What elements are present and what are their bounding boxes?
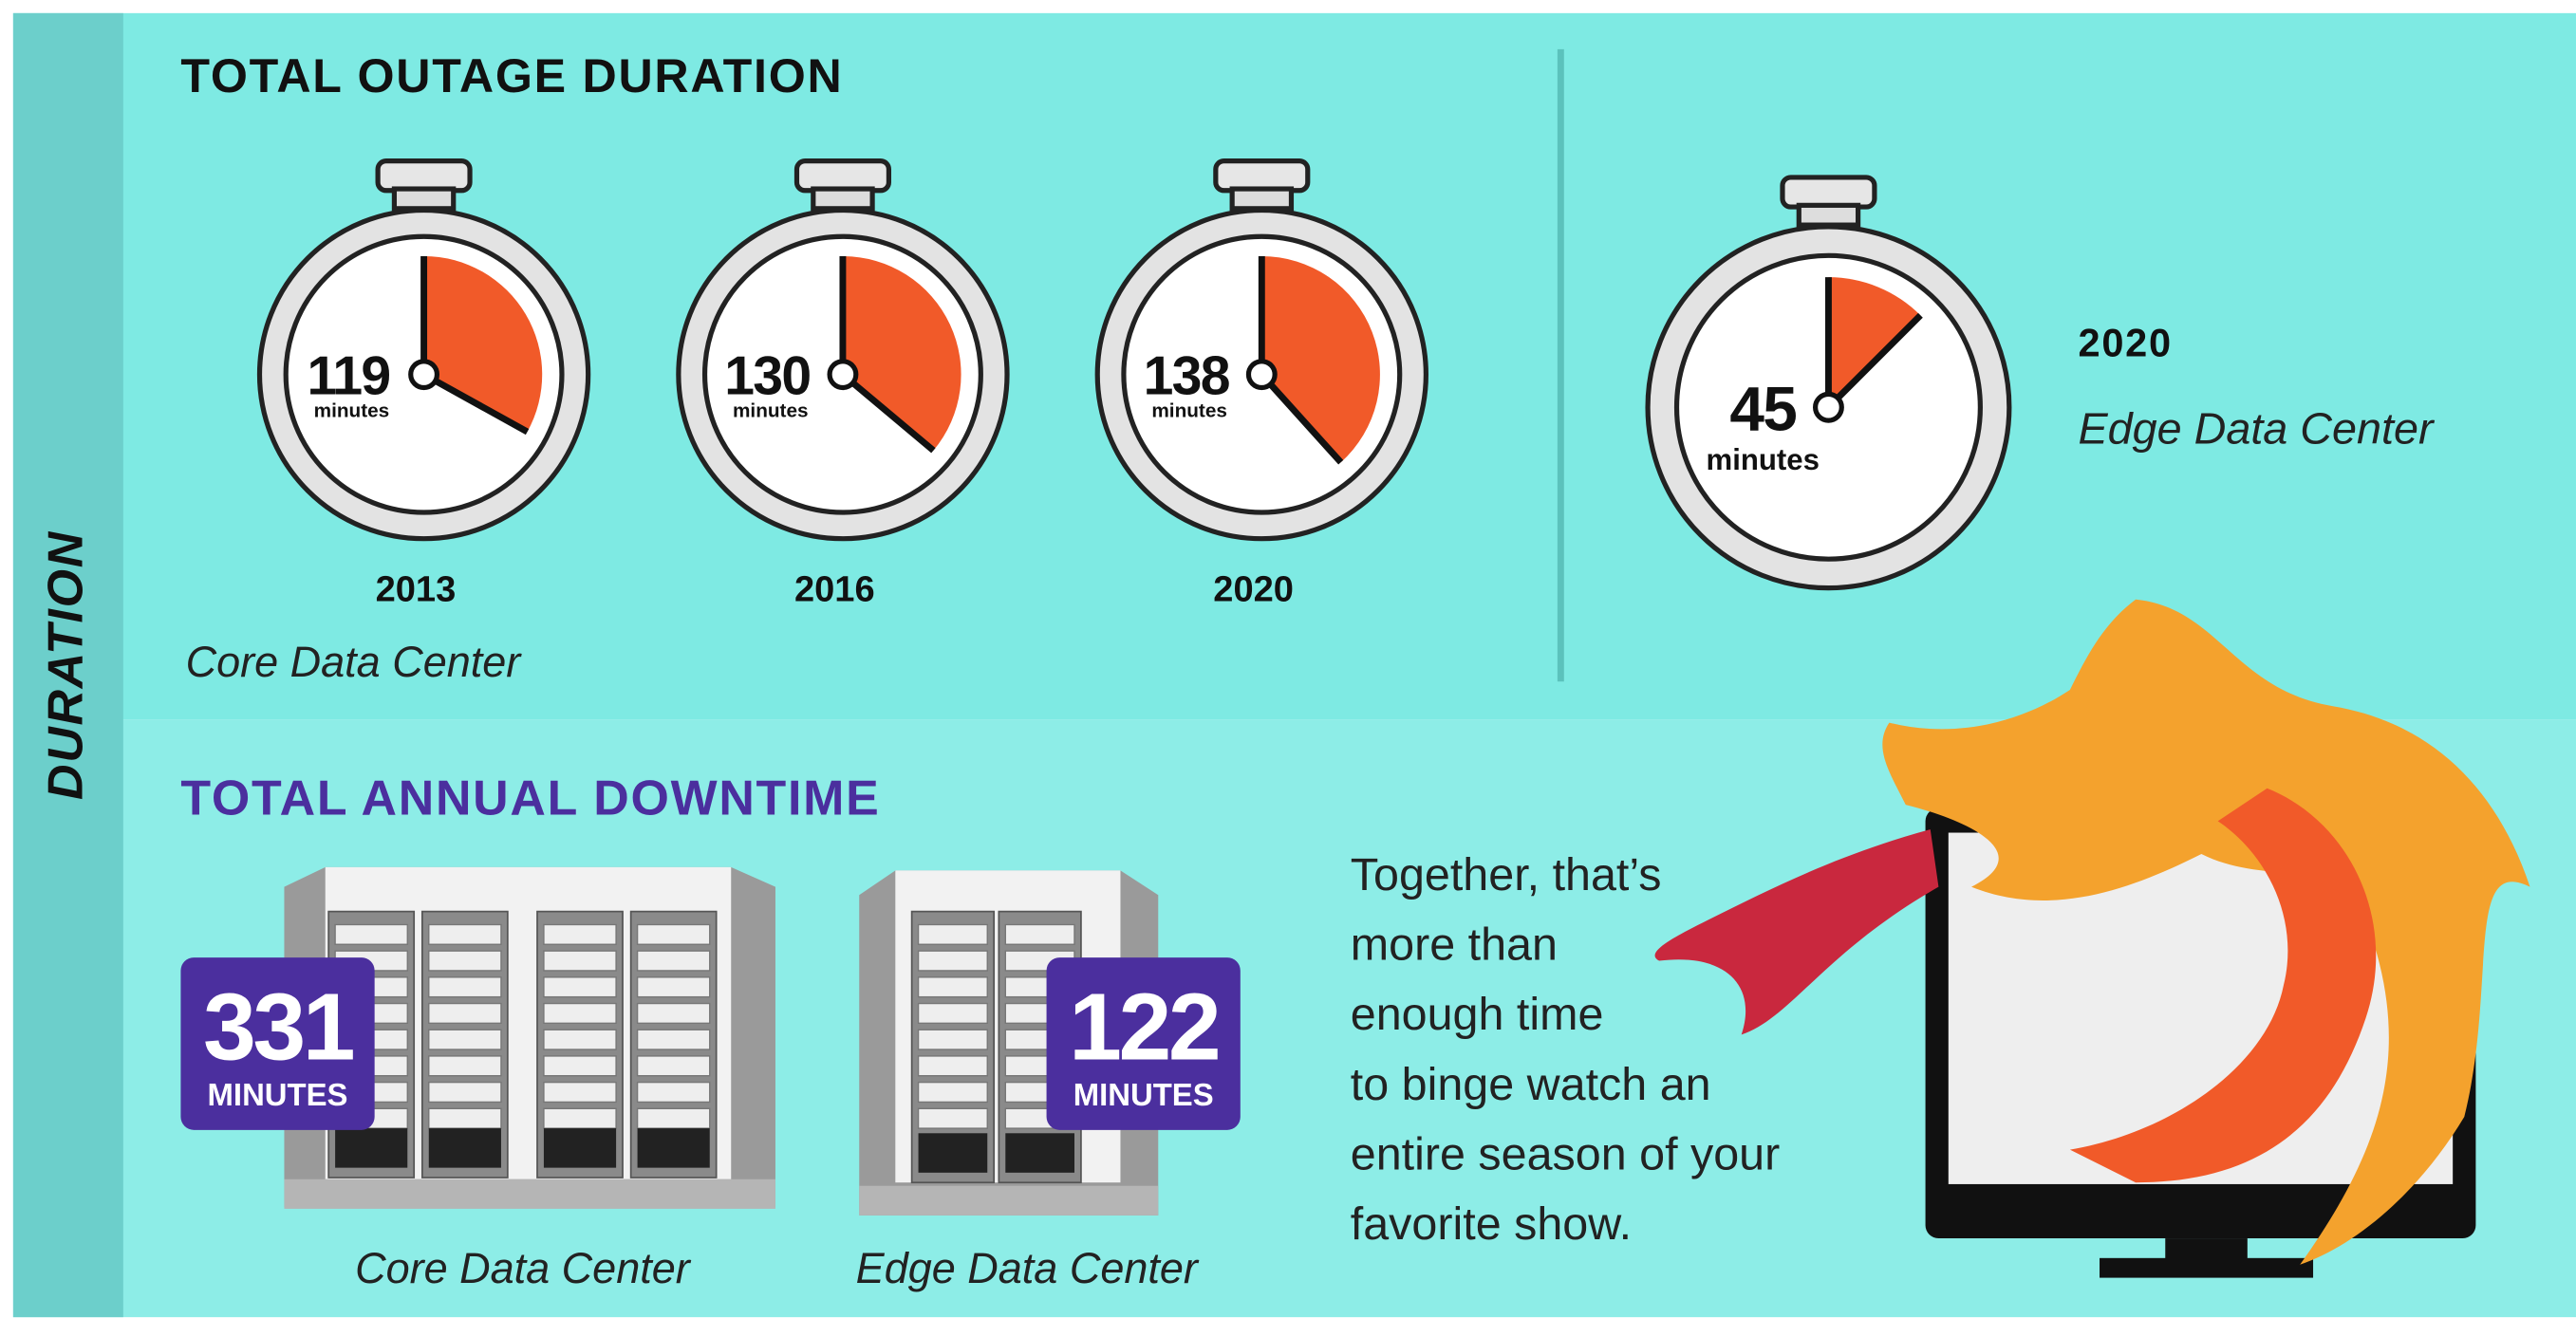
- crown: [378, 161, 470, 191]
- server-unit: [335, 924, 407, 944]
- server-unit: [544, 1108, 616, 1128]
- server-unit: [919, 977, 988, 997]
- server-base: [919, 1133, 988, 1173]
- crown-stem: [1232, 189, 1291, 209]
- server-unit: [638, 1083, 710, 1103]
- group-label: Edge Data Center: [2079, 403, 2436, 453]
- duration-value: 130: [724, 345, 810, 406]
- pivot: [1816, 394, 1842, 420]
- server-unit: [429, 1030, 501, 1049]
- server-base: [335, 1128, 407, 1168]
- note-line: more than: [1351, 919, 1558, 971]
- server-base: [544, 1128, 616, 1168]
- server-unit: [544, 924, 616, 944]
- server-unit: [919, 1004, 988, 1024]
- server-unit: [638, 951, 710, 971]
- crown-stem: [813, 189, 872, 209]
- server-unit: [544, 977, 616, 997]
- pivot: [830, 362, 856, 388]
- server-base: [638, 1128, 710, 1168]
- server-unit: [919, 1108, 988, 1128]
- server-unit: [638, 1004, 710, 1024]
- group-label: Core Data Center: [355, 1244, 692, 1292]
- sidebar-label: DURATION: [38, 530, 93, 800]
- server-unit: [919, 1083, 988, 1103]
- server-base: [1005, 1133, 1074, 1173]
- section-title: TOTAL OUTAGE DURATION: [180, 49, 843, 102]
- server-unit: [429, 1083, 501, 1103]
- server-unit: [1005, 924, 1074, 944]
- duration-value: 138: [1144, 345, 1229, 406]
- year-label: 2016: [794, 569, 875, 609]
- downtime-value: 122: [1069, 974, 1218, 1080]
- server-unit: [919, 924, 988, 944]
- year-label: 2020: [2079, 321, 2173, 365]
- note-line: to binge watch an: [1351, 1059, 1711, 1110]
- pivot: [411, 362, 438, 388]
- server-base: [429, 1128, 501, 1168]
- duration-value: 45: [1729, 373, 1796, 443]
- duration-value: 119: [307, 345, 389, 406]
- server-unit: [919, 951, 988, 971]
- unit-label: minutes: [733, 400, 809, 422]
- note-line: Together, that’s: [1351, 849, 1662, 900]
- downtime-value: 331: [203, 974, 354, 1080]
- unit-label: minutes: [1151, 400, 1227, 422]
- server-unit: [429, 977, 501, 997]
- server-unit: [429, 1004, 501, 1024]
- crown-stem: [1799, 205, 1857, 225]
- server-unit: [544, 1004, 616, 1024]
- group-label: Edge Data Center: [856, 1244, 1200, 1292]
- crown: [1783, 177, 1875, 207]
- note-line: enough time: [1351, 989, 1604, 1040]
- server-unit: [638, 1030, 710, 1049]
- year-label: 2020: [1213, 569, 1294, 609]
- section-title: TOTAL ANNUAL DOWNTIME: [180, 770, 880, 826]
- unit-label: minutes: [1707, 443, 1820, 476]
- infographic: DURATION TOTAL OUTAGE DURATION Core Data…: [0, 0, 2576, 1318]
- server-unit: [638, 924, 710, 944]
- note-line: favorite show.: [1351, 1198, 1632, 1250]
- server-unit: [429, 924, 501, 944]
- server-unit: [638, 977, 710, 997]
- page: {"sidebar": "DURATION", "outage": {"titl…: [0, 0, 2576, 1318]
- note-line: entire season of your: [1351, 1128, 1780, 1179]
- year-label: 2013: [376, 569, 457, 609]
- server-unit: [544, 1083, 616, 1103]
- crown: [796, 161, 888, 191]
- server-unit: [919, 1056, 988, 1076]
- server-unit: [919, 1030, 988, 1049]
- server-unit: [429, 1108, 501, 1128]
- server-unit: [544, 951, 616, 971]
- unit-label: MINUTES: [208, 1077, 348, 1112]
- server-unit: [429, 951, 501, 971]
- server-unit: [638, 1108, 710, 1128]
- server-unit: [544, 1030, 616, 1049]
- server-unit: [544, 1056, 616, 1076]
- group-label: Core Data Center: [186, 638, 523, 686]
- crown: [1216, 161, 1308, 191]
- server-unit: [429, 1056, 501, 1076]
- server-unit: [638, 1056, 710, 1076]
- unit-label: MINUTES: [1073, 1077, 1214, 1112]
- pivot: [1248, 362, 1275, 388]
- crown-stem: [394, 189, 453, 209]
- unit-label: minutes: [314, 400, 390, 422]
